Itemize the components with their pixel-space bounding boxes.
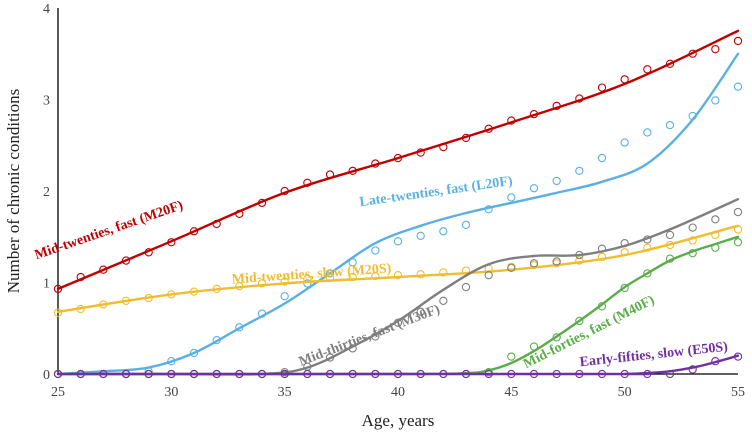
series-0-point-24 — [597, 83, 607, 92]
x-tick-label-50: 50 — [618, 385, 632, 400]
series-4-point-25 — [620, 283, 629, 293]
series-1-point-15 — [393, 237, 403, 246]
series-1-point-29 — [711, 96, 720, 105]
series-1-point-21 — [529, 184, 539, 193]
series-1-point-14 — [371, 246, 380, 255]
series-0-point-3 — [121, 256, 131, 265]
series-labels: Mid-twenties, fast (M20F) Late-twenties, … — [33, 174, 729, 372]
x-axis-title: Age, years — [362, 411, 435, 430]
series-3-point-16 — [416, 307, 425, 316]
series-2-point-10 — [280, 277, 289, 286]
series-group — [53, 29, 743, 379]
series-label-2: Mid-twenties, slow (M20S) — [231, 261, 392, 287]
x-tick-label-40: 40 — [391, 385, 405, 400]
series-3-point-29 — [711, 215, 720, 224]
series-1-point-10 — [280, 292, 289, 301]
series-4-point-26 — [643, 269, 652, 278]
series-3-point-28 — [688, 223, 697, 232]
x-tick-label-25: 25 — [51, 385, 65, 400]
series-2 — [53, 224, 743, 317]
series-2-point-24 — [597, 252, 607, 262]
series-5-line — [56, 354, 740, 376]
series-1-point-24 — [597, 153, 607, 163]
series-1-point-22 — [552, 176, 561, 186]
series-0-point-30 — [733, 36, 743, 46]
series-0 — [53, 29, 743, 294]
series-label-1: Late-twenties, fast (L20F) — [359, 174, 514, 210]
series-2-point-9 — [257, 279, 267, 288]
series-1-point-11 — [303, 279, 312, 288]
series-3-point-27 — [665, 230, 675, 240]
y-tick-label-2: 2 — [43, 185, 50, 200]
series-3-line — [56, 198, 740, 376]
series-label-0: Mid-twenties, fast (M20F) — [33, 198, 186, 263]
series-3-point-22 — [552, 257, 561, 266]
series-1-line — [56, 52, 740, 376]
series-3-point-18 — [461, 282, 471, 292]
x-tick-label-45: 45 — [504, 385, 518, 400]
series-0-point-6 — [189, 227, 199, 236]
series-4-point-23 — [575, 316, 584, 326]
y-tick-label-0: 0 — [43, 368, 50, 383]
series-0-point-29 — [711, 45, 720, 54]
series-1-point-17 — [439, 227, 448, 236]
x-tick-label-30: 30 — [164, 385, 178, 400]
series-label-3: Mid-thirties, fast (M30F) — [297, 302, 442, 370]
series-3-point-21 — [529, 259, 539, 268]
series-1-point-18 — [461, 220, 471, 230]
series-2-point-14 — [371, 271, 380, 281]
series-0-line — [56, 29, 740, 291]
series-3-point-20 — [507, 263, 516, 273]
series-4-point-20 — [507, 352, 516, 361]
series-1-point-16 — [416, 231, 425, 240]
series-2-point-16 — [416, 270, 425, 279]
series-2-point-15 — [393, 271, 403, 280]
series-4-point-30 — [733, 238, 743, 247]
series-1-point-23 — [575, 166, 584, 176]
series-2-line — [56, 224, 740, 313]
series-0-point-0 — [53, 284, 63, 294]
series-2-point-17 — [439, 268, 448, 277]
series-2-point-26 — [643, 243, 652, 252]
series-1-point-12 — [325, 269, 335, 278]
x-tick-label-55: 55 — [731, 385, 745, 400]
series-5 — [53, 352, 743, 379]
y-tick-label-1: 1 — [43, 277, 50, 292]
y-tick-label-4: 4 — [43, 2, 50, 17]
x-ticks: 25 30 35 40 45 50 55 — [51, 385, 745, 400]
y-axis-title: Number of chronic conditions — [4, 89, 23, 293]
series-1-point-30 — [733, 82, 743, 91]
series-0-point-27 — [665, 59, 675, 68]
y-ticks: 0 1 2 3 4 — [43, 2, 50, 383]
series-3-point-30 — [733, 207, 743, 217]
x-tick-label-35: 35 — [278, 385, 292, 400]
series-4-point-22 — [552, 333, 561, 342]
series-1-point-20 — [507, 193, 516, 202]
series-1-point-27 — [665, 120, 675, 130]
series-1-point-25 — [620, 138, 629, 147]
plot-area: 25 30 35 40 45 50 55 0 1 2 3 4 Mid-twenties, fast … — [33, 2, 745, 400]
series-3-point-17 — [439, 296, 448, 305]
y-tick-label-3: 3 — [43, 94, 50, 109]
series-3-point-19 — [484, 271, 493, 280]
series-2-point-0 — [53, 308, 63, 317]
series-1-point-26 — [643, 128, 652, 137]
series-1-point-6 — [189, 348, 199, 358]
